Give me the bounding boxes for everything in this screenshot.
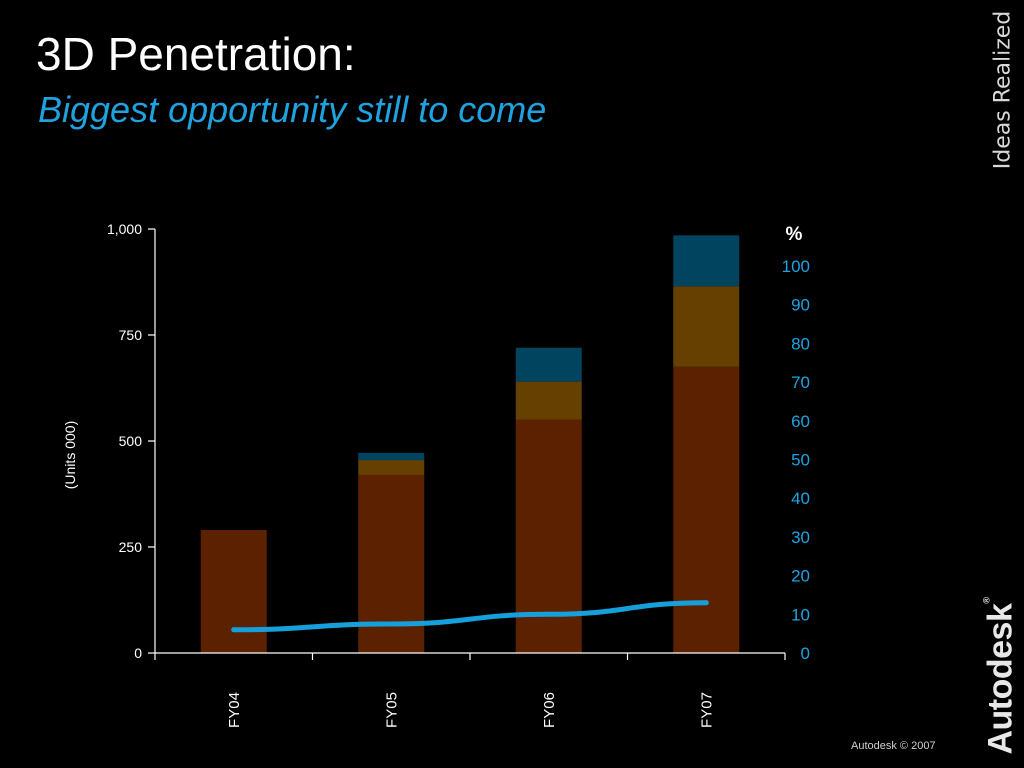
penetration-point: [231, 627, 237, 633]
line-group: [231, 600, 709, 633]
y-tick-label: 250: [119, 539, 143, 555]
y-tick-label: 1,000: [107, 221, 142, 237]
y2-axis-title: %: [786, 224, 803, 245]
y2-tick-label: 80: [791, 334, 810, 353]
penetration-point: [703, 600, 709, 606]
bar-segment-fy07-2: [673, 286, 740, 367]
y2-tick-label: 0: [801, 644, 810, 663]
bar-segment-fy07-3: [673, 235, 740, 287]
bar-segment-fy05-2: [358, 460, 425, 475]
y-tick-label: 500: [119, 433, 143, 449]
penetration-point: [546, 611, 552, 617]
y2-tick-label: 90: [791, 296, 810, 315]
y2-tick-label: 30: [791, 528, 810, 547]
bar-segment-fy06-3: [515, 347, 582, 382]
y2-tick-label: 20: [791, 567, 810, 586]
y2-tick-label: 100: [782, 257, 810, 276]
bars-group: [200, 235, 740, 653]
copyright-text: Autodesk © 2007: [851, 740, 936, 752]
y-tick-label: 0: [134, 645, 142, 661]
y2-tick-label: 10: [791, 605, 810, 624]
y-axis-title: (Units 000): [62, 421, 78, 489]
x-category-label: FY07: [698, 692, 715, 728]
slide-title: 3D Penetration:: [36, 28, 356, 80]
bar-segment-fy06-2: [515, 381, 582, 420]
y2-tick-label: 40: [791, 489, 810, 508]
axes-group: [148, 228, 786, 660]
slide-subtitle: Biggest opportunity still to come: [38, 89, 547, 130]
bar-segment-fy07-1: [673, 366, 740, 653]
x-category-label: FY05: [383, 692, 400, 728]
x-category-label: FY04: [226, 692, 243, 728]
y2-tick-label: 50: [791, 451, 810, 470]
y-tick-label: 750: [119, 327, 143, 343]
x-category-label: FY06: [541, 692, 558, 728]
y2-tick-label: 60: [791, 412, 810, 431]
penetration-line: [231, 600, 709, 633]
y2-tick-label: 70: [791, 373, 810, 392]
bar-segment-fy04-1: [200, 530, 267, 653]
penetration-point: [388, 621, 394, 627]
bar-segment-fy06-1: [515, 419, 582, 653]
bar-segment-fy05-3: [358, 452, 425, 461]
